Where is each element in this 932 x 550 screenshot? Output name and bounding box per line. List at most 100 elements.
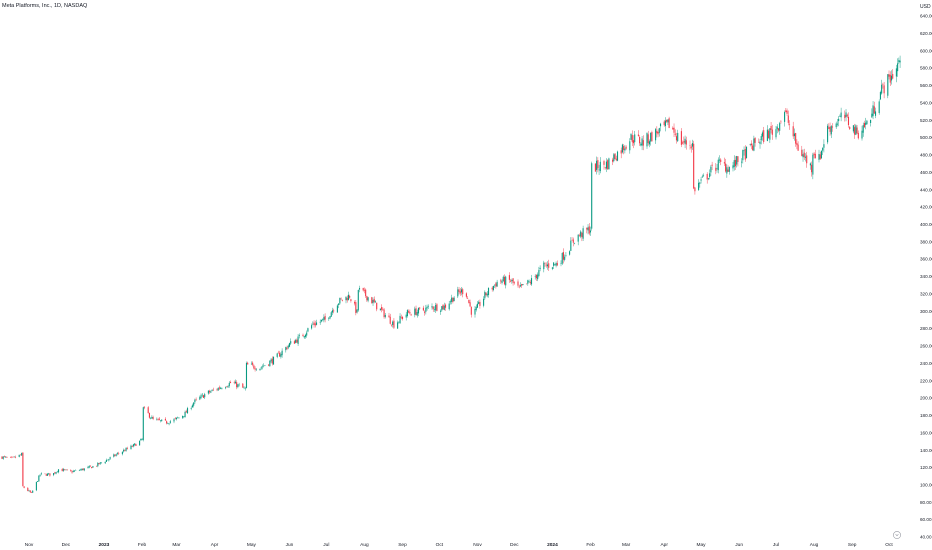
price-axis[interactable]: 40.00 60.00 80.00 100.00 120.00 140.00 160.00 1… [920,14,932,540]
y-tick-label: 180.00 [920,413,932,418]
candle-body [518,286,520,288]
y-tick-label: 480.00 [920,153,932,158]
candle-body [142,407,144,440]
candle-body [775,129,777,138]
candle-body [204,394,206,398]
candle-body [161,419,163,422]
candle-body [474,308,476,315]
candle-body [505,276,507,286]
y-tick-label: 580.00 [920,66,932,71]
candle-body [150,418,152,419]
candle-body [741,161,743,163]
candle-body [479,301,481,306]
candle-body [193,402,195,406]
candle-body [577,234,579,242]
candle-body [625,146,627,149]
candle-body [362,287,364,291]
candle-body [358,288,361,290]
candle-body [682,142,684,144]
candle-body [770,125,772,130]
candle-body [560,263,562,264]
candle-body [210,391,212,393]
scroll-to-latest-button[interactable] [893,531,901,539]
candle-body [716,168,718,169]
chart-title: Meta Platforms, Inc., 1D, NASDAQ [2,3,88,9]
candle-body [422,307,424,311]
candle-body [792,126,794,137]
candle-body [45,474,47,476]
candle-body [279,352,281,357]
candle-body [164,418,166,421]
candle-body [776,126,778,130]
candle-body [322,318,324,320]
candle-body [23,486,25,488]
candle-body [737,156,739,163]
candle-body [787,115,789,123]
candle-body [571,239,573,241]
x-tick-label: 2023 [99,542,110,548]
candle-body [302,334,304,337]
x-tick-label: Jul [773,542,779,548]
scroll-to-latest-icon[interactable] [893,531,901,539]
candle-body [234,381,236,384]
candle-body [243,387,245,388]
candle-body [118,453,120,454]
candle-body [513,282,515,284]
candle-body [750,143,752,146]
candle-body [373,299,375,303]
candle-body [710,166,712,173]
candle-body [820,150,823,159]
candle-body [698,182,700,190]
candle-body [487,288,490,296]
candle-body [108,459,110,461]
candle-body [29,490,31,493]
candle-body [424,311,426,313]
x-tick-label: Oct [436,542,444,548]
candle-body [803,152,805,158]
x-tick-label: Aug [810,542,819,548]
candle-body [131,446,133,447]
candle-body [605,161,608,169]
candle-body [501,280,503,283]
x-tick-label: May [697,542,707,548]
candle-body [152,417,154,419]
candle-body [100,462,103,464]
x-tick-label: May [247,542,257,548]
candle-body [314,323,316,326]
candle-body [847,116,850,126]
candle-body [390,324,393,326]
candle-body [854,127,856,135]
candle-body [399,315,401,324]
candle-body [200,395,202,398]
candle-body [555,262,557,266]
candle-body [519,285,522,287]
candle-body [167,423,169,424]
candle-body [307,328,309,332]
time-axis[interactable]: Nov Dec 2023 Feb Mar Apr May Jun Jul Aug Sep Oct Nov… [25,542,894,548]
candle-body [431,306,433,308]
candle-body [11,456,13,458]
candle-body [12,456,14,458]
candle-body [98,463,100,465]
candle-body [227,386,229,388]
y-tick-label: 220.00 [920,378,932,383]
candle-body [61,469,63,472]
candle-body [347,294,350,301]
candle-body [578,235,580,236]
candle-body [758,142,760,143]
candle-body [97,462,99,467]
candle-body [604,167,606,168]
candle-body [81,468,83,471]
candle-body [835,123,837,128]
candle-body [647,134,649,144]
candle-body [749,144,751,145]
y-tick-label: 460.00 [920,170,932,175]
currency-label: USD [920,4,931,10]
candle-body [534,276,536,277]
candle-body [728,166,730,172]
candle-body [608,158,610,170]
candle-body [863,123,866,128]
candle-body [887,74,889,96]
candle-body [186,408,189,414]
